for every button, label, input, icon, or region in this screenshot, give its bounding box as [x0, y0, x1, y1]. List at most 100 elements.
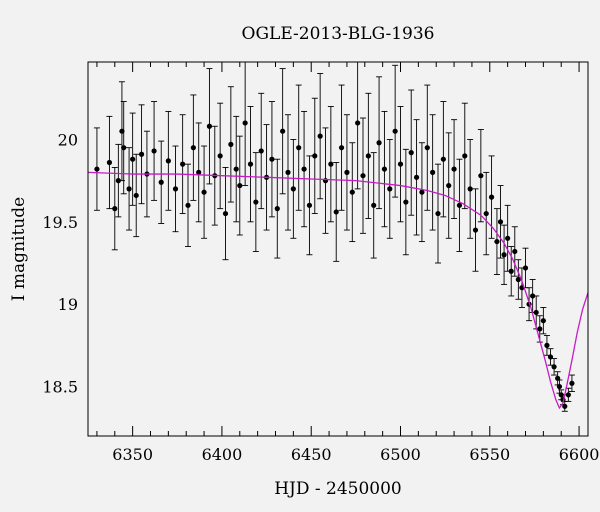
data-point: [376, 76, 383, 210]
data-point: [172, 145, 179, 233]
point-marker: [317, 133, 323, 139]
point-marker: [397, 161, 404, 167]
data-point: [522, 247, 529, 289]
data-point: [402, 148, 409, 256]
point-marker: [419, 189, 425, 195]
data-point: [158, 140, 165, 224]
y-axis-label: I magnitude: [9, 197, 29, 301]
point-marker: [306, 202, 313, 208]
data-point: [285, 114, 291, 231]
point-marker: [355, 120, 361, 126]
point-marker: [290, 186, 296, 192]
data-point: [279, 68, 286, 195]
data-point: [565, 387, 572, 402]
x-tick-label: 6600: [559, 445, 600, 464]
point-marker: [285, 169, 291, 175]
point-marker: [196, 169, 202, 175]
point-marker: [462, 153, 468, 159]
point-marker: [537, 326, 543, 332]
point-marker: [371, 202, 377, 208]
data-point: [151, 101, 158, 201]
point-marker: [338, 145, 345, 151]
data-point: [322, 127, 329, 234]
data-point: [511, 226, 518, 277]
data-point: [568, 374, 575, 392]
y-tick-label: 19: [58, 295, 78, 314]
data-point: [311, 97, 318, 215]
point-marker: [472, 227, 479, 233]
data-point: [397, 106, 404, 223]
point-marker: [376, 140, 382, 146]
data-point: [497, 185, 504, 259]
point-marker: [328, 161, 334, 167]
data-point: [138, 104, 145, 205]
data-point: [529, 279, 536, 313]
data-point: [179, 114, 186, 215]
point-marker: [478, 173, 484, 179]
point-marker: [424, 145, 430, 151]
data-point: [547, 348, 554, 366]
data-point: [185, 163, 191, 247]
data-point: [418, 142, 425, 243]
data-point: [217, 102, 224, 210]
data-point: [381, 110, 388, 228]
point-marker: [115, 178, 121, 184]
point-marker: [344, 169, 350, 175]
point-marker: [446, 182, 452, 189]
data-point: [301, 110, 308, 228]
data-point: [451, 119, 458, 219]
point-marker: [562, 403, 568, 409]
x-axis-label: HJD - 2450000: [274, 479, 402, 499]
point-marker: [151, 148, 157, 154]
data-point: [504, 204, 511, 272]
point-marker: [540, 318, 546, 324]
point-marker: [296, 145, 302, 151]
data-point: [268, 101, 275, 218]
data-point: [540, 307, 547, 335]
point-marker: [206, 123, 213, 129]
point-marker: [165, 158, 171, 164]
point-marker: [237, 182, 243, 189]
point-marker: [280, 128, 286, 134]
point-marker: [456, 202, 463, 208]
plot-area: 6350 6400 6450 6500 6550 6600 18.5 19 19.5 20: [42, 61, 600, 464]
point-marker: [403, 199, 409, 205]
data-point: [252, 152, 259, 252]
data-point: [206, 68, 213, 185]
data-point: [543, 335, 550, 356]
data-point: [429, 114, 436, 231]
data-point: [133, 153, 140, 238]
point-marker: [556, 383, 563, 390]
point-marker: [94, 166, 100, 172]
data-point: [274, 158, 281, 259]
point-marker: [408, 150, 414, 156]
point-marker: [467, 186, 473, 192]
point-marker: [430, 169, 436, 175]
point-marker: [451, 166, 457, 172]
data-layer: [88, 62, 588, 412]
point-marker: [222, 210, 229, 217]
point-marker: [112, 206, 118, 212]
point-marker: [258, 148, 264, 154]
data-point: [247, 106, 254, 223]
data-point: [493, 208, 500, 275]
y-tick-label: 20: [58, 130, 78, 149]
point-marker: [133, 192, 139, 199]
data-point: [236, 135, 243, 236]
data-point: [445, 132, 452, 239]
point-marker: [312, 153, 318, 159]
data-point: [349, 142, 356, 243]
point-marker: [440, 156, 446, 162]
data-point: [201, 145, 208, 239]
point-marker: [233, 166, 239, 172]
point-marker: [435, 210, 441, 217]
point-marker: [565, 392, 571, 398]
data-point: [386, 138, 393, 239]
point-marker: [494, 238, 500, 245]
point-marker: [381, 166, 388, 172]
point-marker: [365, 153, 371, 159]
data-point: [477, 129, 484, 223]
data-point: [515, 259, 522, 300]
data-point: [483, 171, 490, 256]
data-point: [126, 147, 133, 231]
